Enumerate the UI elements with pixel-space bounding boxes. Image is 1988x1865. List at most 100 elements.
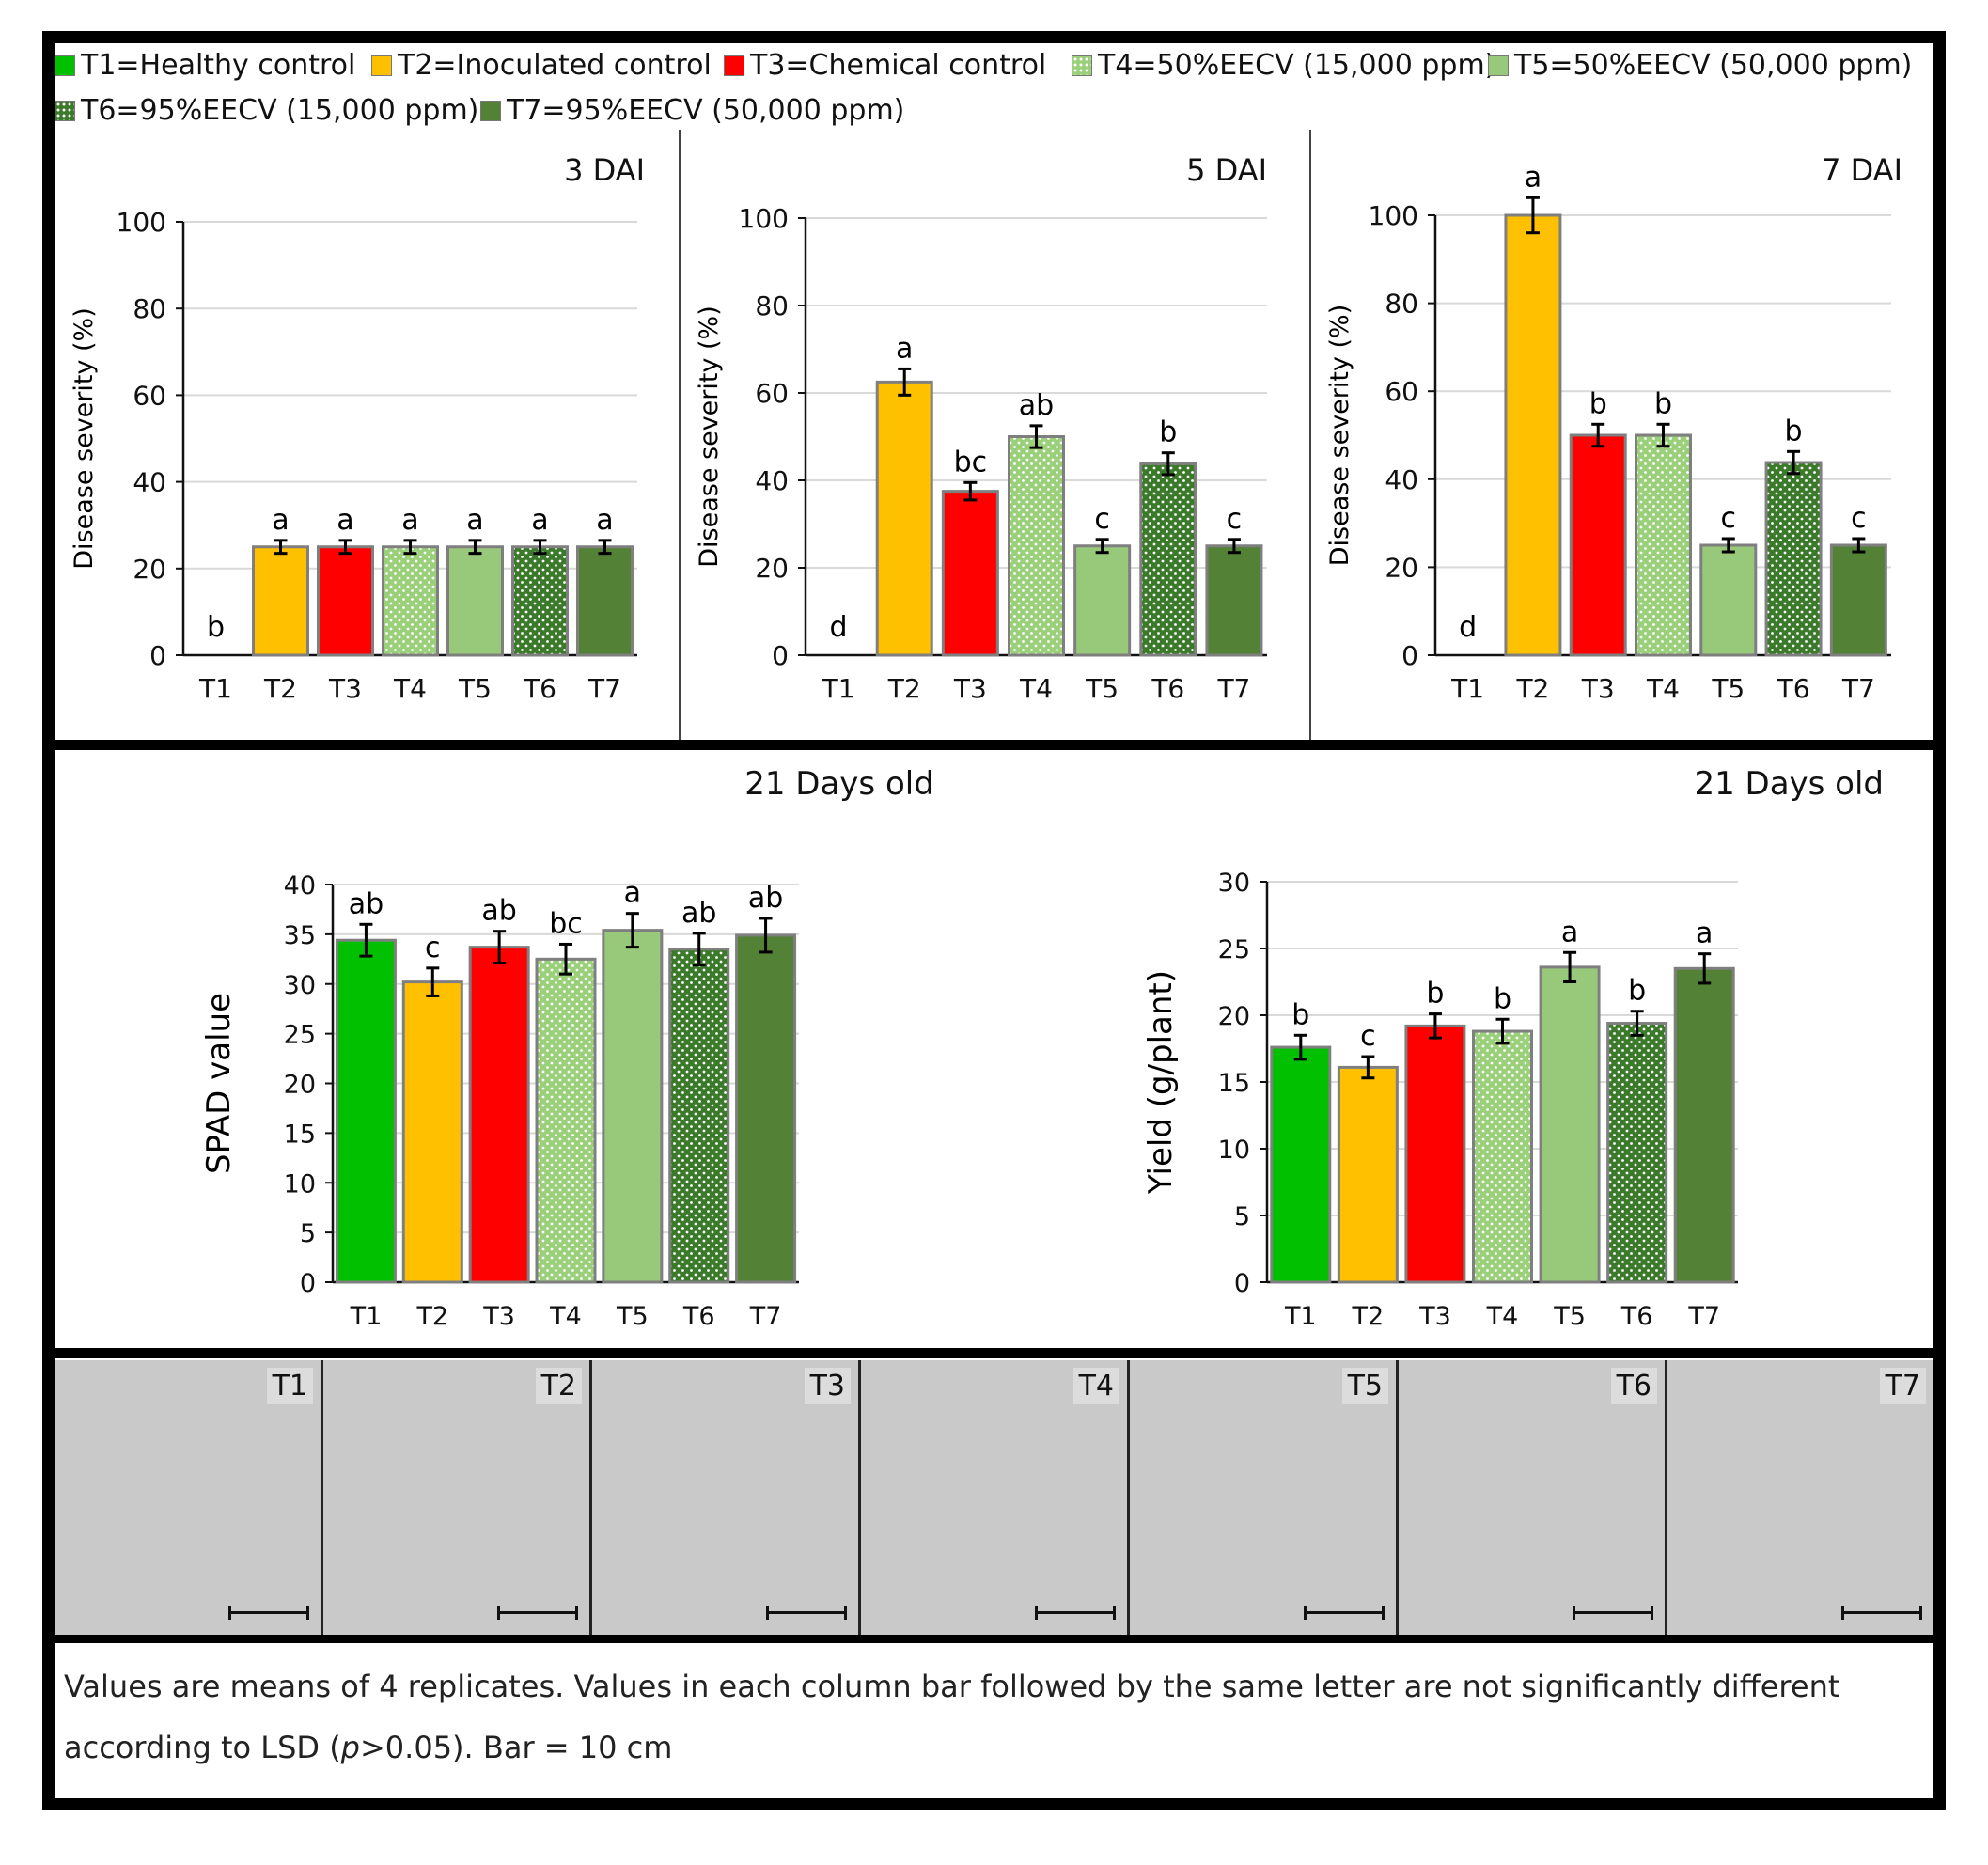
bar-t1 xyxy=(1270,1045,1332,1284)
x-tick-label: T3 xyxy=(953,673,987,704)
bar-t6 xyxy=(1139,462,1197,657)
x-tick-label: T3 xyxy=(482,1302,515,1331)
y-tick-label: 20 xyxy=(284,1071,316,1100)
chart-disease-5dai: 0 20 40 60 80 100 d T1 a T2 bc T3 ab T4 c T5 b T6 c T7 Disea… xyxy=(695,152,1267,704)
significance-letter: ab xyxy=(1019,389,1054,422)
bar-t5 xyxy=(1073,544,1132,657)
photo-label: T7 xyxy=(1879,1368,1926,1404)
significance-letter: a xyxy=(401,504,418,537)
significance-letter: b xyxy=(1291,998,1309,1031)
y-tick-label: 20 xyxy=(133,554,166,585)
y-tick-label: 80 xyxy=(1385,289,1418,320)
x-tick-label: T1 xyxy=(350,1302,383,1331)
x-tick-label: T1 xyxy=(1450,673,1484,704)
x-tick-label: T5 xyxy=(1553,1302,1586,1331)
significance-letter: b xyxy=(1589,387,1607,420)
legend-swatch xyxy=(1072,55,1092,76)
x-tick-label: T5 xyxy=(1711,673,1745,704)
plant-photo-t3: T3 xyxy=(592,1360,861,1635)
section-divider xyxy=(42,1633,1946,1643)
bar-t4 xyxy=(1008,435,1065,657)
legend-label: T4=50%EECV (15,000 ppm) xyxy=(1098,49,1496,82)
bar-t7 xyxy=(1829,543,1887,657)
section-divider xyxy=(42,740,1946,750)
significance-letter: ab xyxy=(681,897,716,930)
panel-divider xyxy=(1309,130,1311,740)
y-tick-label: 15 xyxy=(284,1120,316,1149)
legend-label: T2=Inoculated control xyxy=(398,49,712,82)
plant-photo-t1: T1 xyxy=(55,1360,323,1635)
y-tick-label: 0 xyxy=(1234,1269,1250,1298)
significance-letter: a xyxy=(596,504,613,537)
y-tick-label: 60 xyxy=(133,380,166,411)
legend-item-t4: T4=50%EECV (15,000 ppm) xyxy=(1072,49,1495,82)
significance-letter: d xyxy=(1459,611,1477,644)
legend-swatch xyxy=(724,55,744,76)
significance-letter: c xyxy=(1227,503,1243,536)
legend-label: T7=95%EECV (50,000 ppm) xyxy=(507,94,905,127)
significance-letter: b xyxy=(1785,415,1803,447)
significance-letter: a xyxy=(624,877,641,910)
y-tick-label: 35 xyxy=(284,921,316,950)
significance-letter: a xyxy=(272,504,289,537)
y-tick-label: 20 xyxy=(1218,1002,1250,1031)
y-tick-label: 60 xyxy=(1385,376,1418,407)
x-tick-label: T4 xyxy=(549,1302,582,1331)
y-tick-label: 100 xyxy=(117,207,166,238)
bar-t4 xyxy=(535,957,597,1284)
significance-letter: b xyxy=(1654,387,1672,420)
chart-yield: 0 5 10 15 20 25 30 b T1 c T2 b T3 b T4 a T5 b T6 a T7 Yield (… xyxy=(1142,765,1884,1331)
photo-label: T2 xyxy=(535,1368,582,1404)
y-tick-label: 60 xyxy=(755,378,789,409)
significance-letter: b xyxy=(1494,982,1511,1015)
plant-photo-t5: T5 xyxy=(1130,1360,1399,1635)
bar-t4 xyxy=(1472,1029,1533,1284)
bar-t2 xyxy=(1504,213,1562,657)
chart-disease-3dai: 0 20 40 60 80 100 b T1 a T2 a T3 a T4 a T5 a T6 a T7 Disease… xyxy=(70,152,645,704)
legend-label: T5=50%EECV (50,000 ppm) xyxy=(1514,49,1913,82)
bar-t6 xyxy=(1764,461,1823,657)
chart-title: 3 DAI xyxy=(564,152,645,188)
chart-spad: 0 5 10 15 20 25 30 35 40 ab T1 c T2 ab T3 bc T4 a T5 ab T6 ab… xyxy=(200,765,934,1331)
significance-letter: a xyxy=(1525,161,1542,194)
bar-t5 xyxy=(1699,543,1758,657)
x-tick-label: T6 xyxy=(682,1302,715,1331)
plant-photos: T1 T2 T3 T4 T5 T6 T7 xyxy=(55,1360,1933,1635)
bar-t4 xyxy=(382,545,439,657)
x-tick-label: T5 xyxy=(458,673,492,704)
significance-letter: a xyxy=(531,504,548,537)
y-tick-label: 40 xyxy=(284,871,316,901)
scale-bar xyxy=(1035,1606,1116,1620)
y-axis-label: Disease severity (%) xyxy=(695,306,724,568)
significance-letter: ab xyxy=(748,882,783,915)
y-tick-label: 30 xyxy=(1218,869,1250,898)
significance-letter: c xyxy=(1851,502,1867,535)
bar-t4 xyxy=(1635,433,1692,657)
y-tick-label: 0 xyxy=(149,640,166,671)
y-axis-label: Disease severity (%) xyxy=(70,307,99,570)
legend-label: T3=Chemical control xyxy=(750,49,1047,82)
x-tick-label: T4 xyxy=(1486,1302,1519,1331)
legend-item-t3: T3=Chemical control xyxy=(724,49,1046,82)
panel-divider xyxy=(679,130,681,740)
bar-t2 xyxy=(875,380,933,657)
bar-t7 xyxy=(1673,966,1735,1284)
x-tick-label: T2 xyxy=(415,1302,448,1331)
y-tick-label: 40 xyxy=(755,465,789,496)
significance-letter: c xyxy=(1094,503,1110,536)
legend-item-t1: T1=Healthy control xyxy=(55,49,355,82)
significance-letter: b xyxy=(1628,975,1646,1008)
y-tick-label: 80 xyxy=(133,293,166,324)
x-tick-label: T4 xyxy=(1646,673,1680,704)
x-tick-label: T7 xyxy=(1687,1302,1720,1331)
x-tick-label: T1 xyxy=(822,673,855,704)
bar-t3 xyxy=(1404,1024,1466,1284)
bar-t1 xyxy=(335,938,397,1284)
photo-label: T4 xyxy=(1072,1368,1119,1404)
plant-photo-t6: T6 xyxy=(1399,1360,1667,1635)
x-tick-label: T1 xyxy=(1284,1302,1317,1331)
photo-label: T1 xyxy=(266,1368,313,1404)
chart-title: 7 DAI xyxy=(1822,152,1902,188)
bar-t5 xyxy=(1539,965,1601,1284)
x-tick-label: T2 xyxy=(1515,673,1549,704)
